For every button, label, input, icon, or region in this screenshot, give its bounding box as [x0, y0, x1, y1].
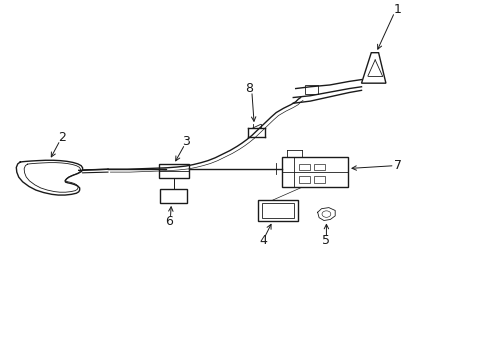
Bar: [299, 176, 309, 183]
Text: 3: 3: [182, 135, 189, 148]
Bar: [299, 164, 309, 170]
Text: 1: 1: [393, 3, 401, 16]
Bar: [160, 189, 187, 203]
Bar: [261, 203, 293, 218]
Bar: [158, 164, 188, 178]
Text: 5: 5: [322, 234, 330, 247]
Bar: [282, 157, 347, 187]
Text: 7: 7: [393, 159, 401, 172]
Bar: [313, 164, 324, 170]
Bar: [257, 200, 297, 221]
Bar: [313, 176, 324, 183]
Bar: [305, 85, 317, 94]
Text: 6: 6: [164, 215, 172, 228]
Text: 8: 8: [245, 82, 253, 95]
Text: 4: 4: [259, 234, 266, 247]
Text: 2: 2: [58, 131, 65, 144]
